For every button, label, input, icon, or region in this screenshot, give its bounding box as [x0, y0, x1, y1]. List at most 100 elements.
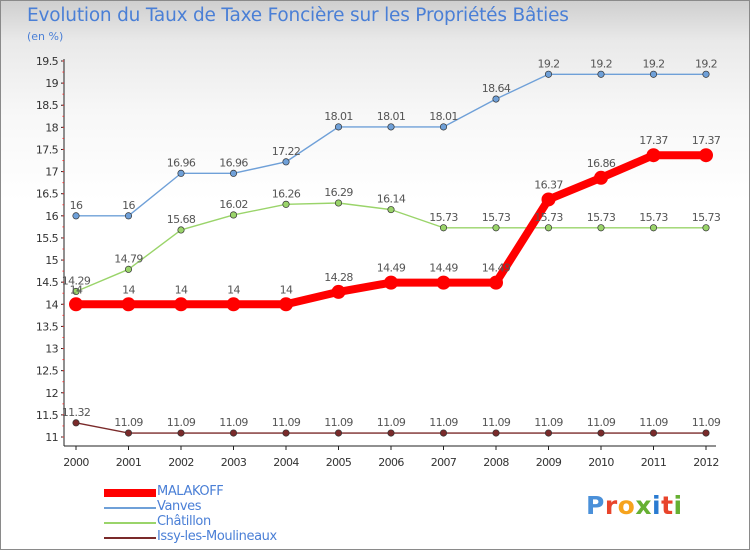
y-tick-label: 12.5	[36, 365, 59, 378]
logo-letter: o	[617, 491, 636, 520]
data-point	[177, 429, 185, 437]
data-point	[544, 70, 553, 78]
y-tick-label: 17	[45, 166, 58, 179]
data-label: 19.2	[537, 57, 559, 70]
y-tick-label: 15	[45, 254, 58, 267]
logo-letter: i	[652, 491, 662, 520]
data-point	[436, 275, 451, 290]
x-tick-label: 2002	[168, 456, 194, 469]
data-point	[489, 275, 503, 290]
data-point	[124, 265, 133, 273]
data-label: 16.02	[219, 198, 248, 211]
data-label: 11.09	[324, 416, 353, 429]
data-label: 16.96	[219, 156, 248, 169]
data-label: 19.2	[642, 57, 664, 70]
data-label: 14	[227, 283, 240, 296]
data-point	[72, 212, 80, 220]
y-tick-label: 11	[45, 431, 58, 444]
x-tick-label: 2011	[641, 456, 667, 469]
data-point	[492, 429, 500, 437]
data-label: 17.22	[272, 145, 301, 158]
proxiti-logo: Proxiti	[586, 491, 683, 520]
data-point	[702, 70, 710, 78]
legend-label: Châtillon	[157, 514, 211, 529]
data-point	[334, 123, 343, 131]
chart-unit-label: (en %)	[27, 30, 64, 43]
data-label: 11.09	[639, 416, 668, 429]
data-label: 17.37	[692, 134, 721, 147]
data-point	[387, 206, 395, 214]
data-point	[279, 297, 293, 312]
x-tick-label: 2009	[536, 456, 562, 469]
y-tick-label: 14	[45, 298, 58, 311]
data-point	[334, 199, 343, 207]
data-label: 11.09	[587, 416, 616, 429]
data-label: 16.37	[534, 178, 563, 191]
data-label: 17.37	[639, 134, 668, 147]
data-label: 11.09	[167, 416, 196, 429]
data-point	[174, 297, 188, 312]
data-point	[544, 224, 553, 232]
data-point	[69, 297, 83, 312]
data-label: 15.68	[167, 213, 196, 226]
chart-data-labels: 14 14 14 14 14 14.28 14.49 14.49 14.49 16.37 16.86…	[62, 57, 722, 429]
data-point	[72, 419, 80, 427]
data-point	[646, 148, 661, 163]
data-label: 16.29	[324, 186, 353, 199]
data-label: 14	[122, 283, 135, 296]
data-label: 11.09	[534, 416, 563, 429]
data-point	[492, 95, 500, 103]
legend-swatch	[104, 489, 156, 497]
y-tick-label: 18	[45, 121, 58, 134]
y-tick-label: 19.5	[36, 55, 59, 68]
data-label: 14.49	[377, 262, 406, 275]
x-tick-label: 2000	[63, 456, 89, 469]
y-tick-label: 14.5	[36, 276, 59, 289]
data-point	[124, 429, 133, 437]
data-label: 11.32	[62, 406, 91, 419]
legend-swatch	[104, 537, 156, 539]
y-tick-label: 12	[45, 387, 58, 400]
x-tick-label: 2010	[588, 456, 614, 469]
data-label: 14	[70, 283, 83, 296]
data-point	[699, 148, 713, 163]
data-point	[121, 297, 136, 312]
data-label: 19.2	[590, 57, 612, 70]
data-label: 14	[280, 283, 293, 296]
data-label: 14.79	[114, 252, 143, 265]
data-label: 11.09	[482, 416, 511, 429]
data-point	[72, 287, 80, 296]
x-tick-label: 2004	[273, 456, 299, 469]
data-label: 16.14	[377, 193, 406, 206]
data-point	[544, 429, 553, 437]
x-tick-label: 2005	[326, 456, 352, 469]
y-tick-label: 13.5	[36, 320, 59, 333]
data-label: 11.09	[272, 416, 301, 429]
x-tick-label: 2001	[116, 456, 142, 469]
data-label: 16.96	[167, 156, 196, 169]
data-label: 16.86	[587, 157, 616, 170]
y-tick-label: 17.5	[36, 143, 59, 156]
data-label: 11.09	[692, 416, 721, 429]
chart-title: Evolution du Taux de Taxe Foncière sur l…	[27, 5, 569, 26]
logo-letter: t	[661, 491, 674, 520]
data-label: 18.64	[482, 82, 511, 95]
legend-swatch	[104, 522, 156, 524]
data-point	[387, 429, 395, 437]
data-point	[177, 169, 185, 177]
logo-letter: x	[635, 491, 652, 520]
data-point	[702, 429, 710, 437]
x-tick-label: 2003	[221, 456, 247, 469]
y-tick-label: 19	[45, 77, 58, 90]
data-point	[439, 224, 448, 232]
logo-letter: i	[673, 491, 683, 520]
data-point	[649, 224, 658, 232]
data-point	[597, 224, 605, 232]
data-point	[594, 170, 608, 185]
data-label: 15.73	[587, 211, 616, 224]
x-tick-label: 2006	[378, 456, 404, 469]
logo-letter: r	[604, 491, 618, 520]
data-label: 16.26	[272, 187, 301, 200]
y-tick-label: 11.5	[36, 409, 59, 422]
legend-label: Vanves	[157, 499, 202, 514]
